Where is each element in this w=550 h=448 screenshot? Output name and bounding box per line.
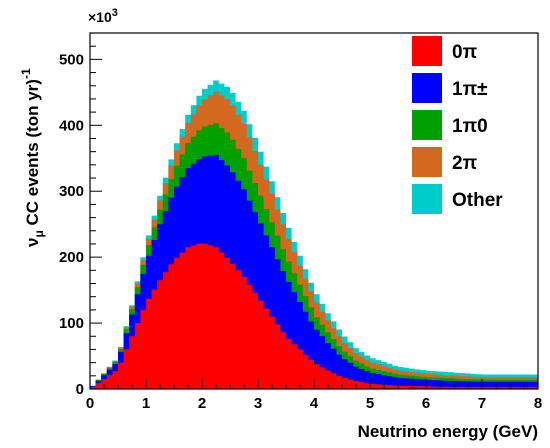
legend-swatch-1 — [412, 73, 442, 103]
legend-label-3: 2π — [452, 153, 478, 174]
x-tick-label: 7 — [478, 395, 486, 412]
x-axis-label: Neutrino energy (GeV) — [358, 422, 538, 441]
x-tick-label: 5 — [366, 395, 374, 412]
x-tick-label: 1 — [142, 395, 150, 412]
x-tick-label: 2 — [198, 395, 206, 412]
y-tick-label: 500 — [59, 51, 84, 68]
legend-label-2: 1π0 — [452, 116, 488, 137]
legend-swatch-0 — [412, 36, 442, 66]
legend-label-1: 1π± — [452, 79, 488, 100]
legend-swatch-3 — [412, 147, 442, 177]
legend-swatch-4 — [412, 184, 442, 214]
y-axis-label: νμ CC events (ton yr)-1 — [19, 68, 46, 247]
y-tick-label: 100 — [59, 315, 84, 332]
series-area-0 — [90, 243, 538, 389]
axis-ticks: 0 1 2 3 4 5 6 7 8 0 100 200 300 400 500 — [59, 32, 542, 412]
legend-label-4: Other — [452, 190, 503, 211]
y-tick-label: 300 — [59, 183, 84, 200]
y-tick-label: 0 — [76, 381, 84, 398]
stacked-areas — [90, 80, 538, 390]
y-tick-label: 400 — [59, 117, 84, 134]
legend-label-0: 0π — [452, 42, 478, 63]
x-tick-label: 6 — [422, 395, 430, 412]
x-tick-label: 3 — [254, 395, 262, 412]
x-tick-label: 0 — [86, 395, 94, 412]
y-multiplier: ×103 — [88, 7, 118, 25]
x-tick-label: 4 — [310, 395, 319, 412]
legend-swatch-2 — [412, 110, 442, 140]
x-tick-label: 8 — [534, 395, 542, 412]
legend: 0π 1π± 1π0 2π Other — [412, 36, 503, 214]
y-tick-label: 200 — [59, 249, 84, 266]
